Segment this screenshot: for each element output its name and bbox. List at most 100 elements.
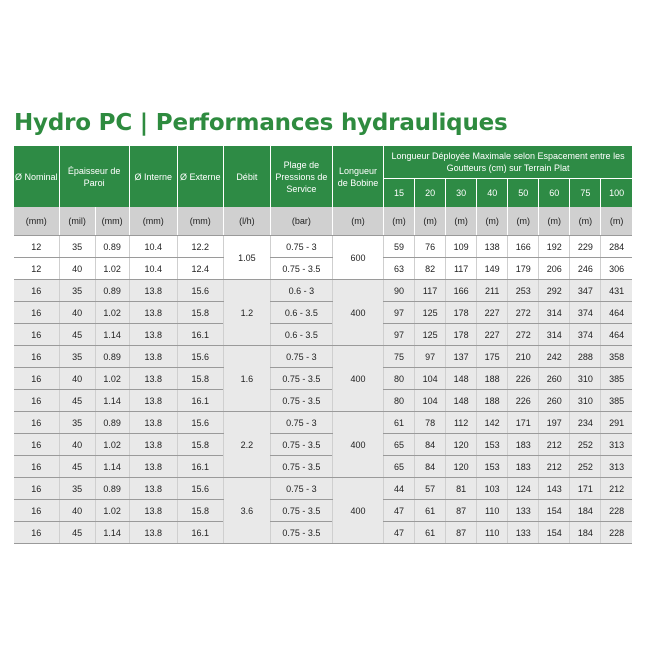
unit-cell: (m) [445,207,477,236]
cell-length-value: 226 [507,389,539,412]
cell-interne: 13.8 [128,367,178,390]
cell-nominal: 12 [14,235,60,258]
cell-length-value: 103 [476,477,508,500]
cell-length-value: 242 [538,345,570,368]
cell-mil: 40 [58,499,96,522]
cell-length-value: 374 [569,323,601,346]
cell-length-value: 137 [445,345,477,368]
table-row: 16 40 1.02 13.8 15.8 0.75 - 3.5 65 84 120 153 183 2… [14,433,632,456]
cell-interne: 13.8 [128,323,178,346]
cell-epaisseur: 1.14 [94,455,130,478]
cell-length-value: 61 [383,411,415,434]
cell-externe: 15.6 [176,279,224,302]
header-spacing-30: 30 [445,178,477,207]
cell-plage: 0.75 - 3 [269,477,333,500]
cell-length-value: 154 [538,499,570,522]
cell-length-value: 385 [600,389,632,412]
header-spacing-75: 75 [569,178,601,207]
cell-nominal: 16 [14,521,60,544]
cell-longueur: 400 [331,279,384,346]
cell-length-value: 76 [414,235,446,258]
cell-length-value: 310 [569,389,601,412]
unit-cell: (l/h) [222,207,271,236]
cell-externe: 16.1 [176,323,224,346]
cell-epaisseur: 0.89 [94,411,130,434]
cell-length-value: 47 [383,499,415,522]
table-row: 16 45 1.14 13.8 16.1 0.75 - 3.5 80 104 148 188 226… [14,389,632,412]
cell-length-value: 133 [507,499,539,522]
cell-length-value: 184 [569,521,601,544]
unit-cell: (mil) [58,207,96,236]
cell-interne: 13.8 [128,279,178,302]
cell-length-value: 80 [383,389,415,412]
cell-length-value: 228 [600,521,632,544]
cell-nominal: 16 [14,279,60,302]
cell-externe: 15.6 [176,345,224,368]
cell-interne: 13.8 [128,411,178,434]
header-spacing-50: 50 [507,178,539,207]
cell-interne: 10.4 [128,257,178,280]
cell-epaisseur: 0.89 [94,477,130,500]
cell-nominal: 12 [14,257,60,280]
cell-nominal: 16 [14,455,60,478]
cell-length-value: 314 [538,323,570,346]
cell-epaisseur: 1.02 [94,301,130,324]
cell-length-value: 143 [538,477,570,500]
cell-length-value: 385 [600,367,632,390]
cell-length-value: 120 [445,433,477,456]
cell-longueur: 400 [331,411,384,478]
page-title: Hydro PC | Performances hydrauliques [14,110,508,136]
cell-length-value: 252 [569,433,601,456]
cell-nominal: 16 [14,433,60,456]
cell-length-value: 112 [445,411,477,434]
cell-length-value: 90 [383,279,415,302]
cell-length-value: 192 [538,235,570,258]
cell-plage: 0.6 - 3.5 [269,301,333,324]
cell-length-value: 252 [569,455,601,478]
table-row: 16 45 1.14 13.8 16.1 0.75 - 3.5 47 61 87 110 133 15… [14,521,632,544]
cell-mil: 35 [58,345,96,368]
table-row: 12 35 0.89 10.4 12.2 1.05 0.75 - 3 600 59 76 109 13… [14,235,632,280]
cell-length-value: 260 [538,367,570,390]
header-spacing-20: 20 [414,178,446,207]
cell-length-value: 272 [507,301,539,324]
cell-plage: 0.75 - 3 [269,235,333,258]
cell-length-value: 78 [414,411,446,434]
cell-length-value: 138 [476,235,508,258]
cell-length-value: 97 [383,323,415,346]
cell-length-value: 431 [600,279,632,302]
cell-length-value: 234 [569,411,601,434]
cell-length-value: 288 [569,345,601,368]
cell-epaisseur: 0.89 [94,235,130,258]
table-row: 16 35 0.89 13.8 15.6 2.2 0.75 - 3 400 61 78 112 142… [14,411,632,478]
cell-interne: 13.8 [128,477,178,500]
cell-length-value: 166 [445,279,477,302]
cell-epaisseur: 1.14 [94,521,130,544]
unit-cell: (m) [507,207,539,236]
cell-length-value: 75 [383,345,415,368]
cell-epaisseur: 1.02 [94,257,130,280]
header-longueur-deployee: Longueur Déployée Maximale selon Espacem… [383,146,632,179]
cell-length-value: 125 [414,323,446,346]
cell-epaisseur: 0.89 [94,279,130,302]
cell-plage: 0.75 - 3.5 [269,455,333,478]
cell-length-value: 117 [414,279,446,302]
cell-mil: 35 [58,411,96,434]
cell-mil: 45 [58,521,96,544]
cell-plage: 0.75 - 3.5 [269,499,333,522]
cell-plage: 0.75 - 3.5 [269,433,333,456]
cell-length-value: 313 [600,433,632,456]
cell-plage: 0.6 - 3 [269,279,333,302]
cell-length-value: 292 [538,279,570,302]
cell-length-value: 291 [600,411,632,434]
cell-plage: 0.75 - 3 [269,345,333,368]
header-plage: Plage de Pressions de Service [269,146,333,207]
cell-longueur: 600 [331,235,384,280]
cell-length-value: 80 [383,367,415,390]
unit-cell: (m) [414,207,446,236]
unit-cell: (bar) [269,207,333,236]
cell-length-value: 87 [445,499,477,522]
cell-length-value: 82 [414,257,446,280]
unit-cell: (m) [331,207,384,236]
cell-length-value: 206 [538,257,570,280]
